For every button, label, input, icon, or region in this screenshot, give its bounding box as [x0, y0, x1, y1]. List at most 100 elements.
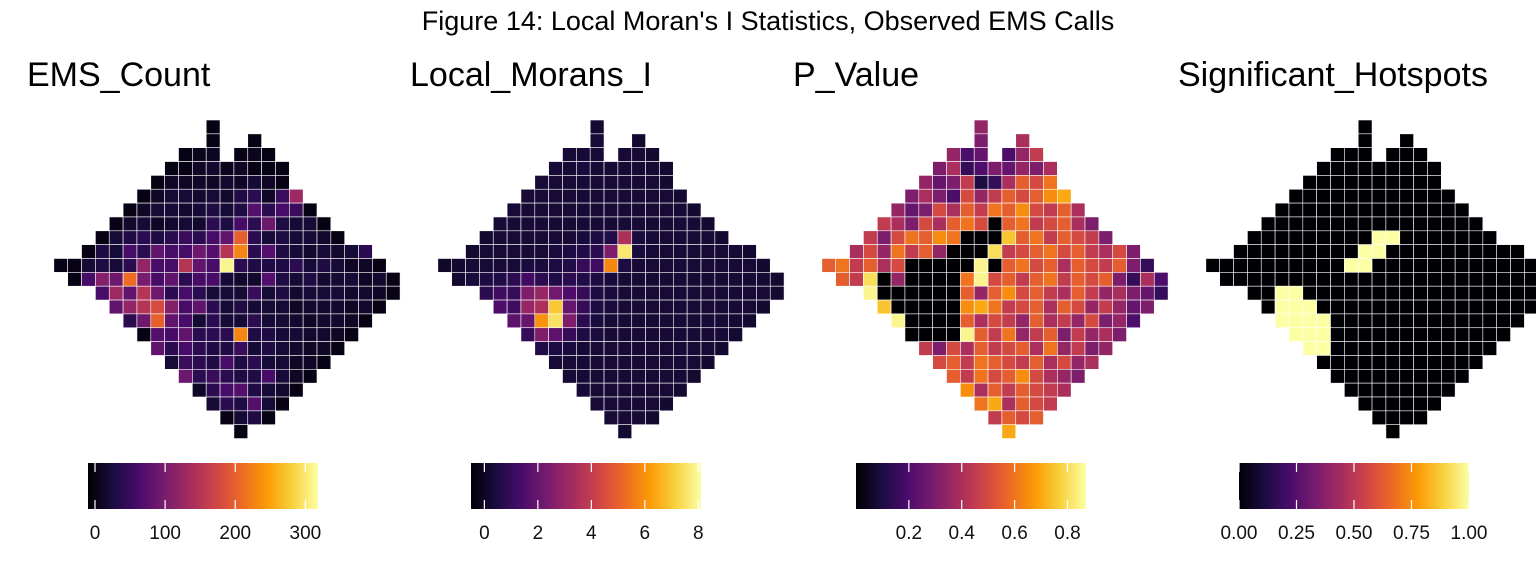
map-cell [686, 285, 702, 301]
map-cell [261, 285, 276, 301]
map-cell [562, 244, 577, 259]
map-cell [479, 258, 494, 273]
colorbar-tick-label: 0.2 [896, 523, 922, 544]
map-cell [960, 161, 975, 176]
map-cell [192, 299, 207, 315]
map-cell [275, 202, 290, 218]
map-cell [714, 299, 729, 315]
map-cell [603, 216, 619, 232]
map-cell [1427, 216, 1442, 232]
map-cell [1070, 285, 1086, 301]
map-cell [1330, 272, 1345, 287]
map-cell [1344, 382, 1359, 398]
map-cell [1084, 299, 1100, 315]
map-cell [890, 244, 906, 259]
map-cell [358, 313, 373, 329]
map-cell [659, 355, 674, 370]
map-cell [261, 216, 276, 232]
map-cell [1413, 216, 1428, 232]
map-cell [1001, 327, 1017, 342]
map-cell [918, 327, 933, 342]
map-cell [122, 244, 138, 259]
map-cell [479, 230, 494, 245]
map-cell [288, 368, 304, 384]
map-cell [987, 341, 1003, 356]
map-cell [756, 285, 771, 301]
map-cell [973, 216, 989, 232]
map-cell [81, 272, 96, 287]
map-cell [1385, 313, 1401, 329]
map-cell [1015, 327, 1030, 342]
map-cell [164, 355, 179, 370]
map-cell [645, 285, 660, 301]
map-cell [562, 230, 577, 245]
map-cell [1413, 147, 1428, 162]
map-cell [178, 299, 193, 315]
map-cell [358, 285, 373, 301]
map-cell [1288, 285, 1304, 301]
map-cell [1330, 299, 1345, 315]
map-cell [1482, 258, 1497, 273]
map-cell [372, 272, 387, 287]
map-cell [178, 258, 193, 273]
map-cell [973, 147, 989, 162]
map-cell [548, 341, 563, 356]
map-cell [1247, 285, 1262, 301]
map-cell [1043, 202, 1058, 218]
map-cell [1427, 202, 1442, 218]
map-cell [275, 396, 290, 412]
map-cell [1371, 230, 1387, 245]
map-cell [576, 202, 591, 218]
map-cell [1140, 299, 1155, 315]
map-cell [659, 161, 674, 176]
map-cell [714, 230, 729, 245]
map-cell [890, 216, 906, 232]
map-cell [548, 244, 563, 259]
map-cell [1112, 244, 1127, 259]
map-cell [1316, 258, 1331, 273]
map-cell [562, 341, 577, 356]
map-cell [1015, 341, 1030, 356]
map-cell [1260, 216, 1276, 232]
map-cell [987, 327, 1003, 342]
colorbar-tick-label: 300 [290, 523, 322, 544]
map-cell [344, 313, 359, 329]
map-cell [1330, 161, 1345, 176]
colorbar-tick-label: 200 [219, 523, 251, 544]
map-cell [178, 368, 193, 384]
map-cell [918, 188, 933, 204]
map-cell [756, 299, 771, 315]
map-cell [946, 341, 961, 356]
map-cell [617, 410, 633, 426]
map-cell [316, 341, 332, 356]
map-cell [904, 244, 920, 259]
map-cell [150, 244, 165, 259]
map-cell [589, 368, 605, 384]
map-cell [1126, 244, 1141, 259]
map-cell [1274, 299, 1290, 315]
map-cell [1413, 313, 1428, 329]
map-cell [645, 382, 660, 398]
map-cell [904, 327, 920, 342]
map-cell [1344, 368, 1359, 384]
map-cell [1153, 272, 1169, 287]
map-cell [987, 410, 1003, 426]
map-cell [385, 285, 401, 301]
colorbar [88, 463, 318, 509]
map-cell [1496, 299, 1511, 315]
map-cell [302, 368, 318, 384]
map-cell [108, 285, 124, 301]
map-cell [233, 424, 249, 439]
map-cell [960, 272, 975, 287]
map-cell [1112, 327, 1127, 342]
map-cell [890, 285, 906, 301]
map-cell [1316, 285, 1331, 301]
map-cell [973, 355, 989, 370]
map-cell [344, 258, 359, 273]
map-cell [1371, 285, 1387, 301]
map-cell [1015, 410, 1030, 426]
map-cell [95, 230, 110, 245]
map-cell [946, 216, 961, 232]
map-cell [562, 161, 577, 176]
map-cell [932, 161, 947, 176]
